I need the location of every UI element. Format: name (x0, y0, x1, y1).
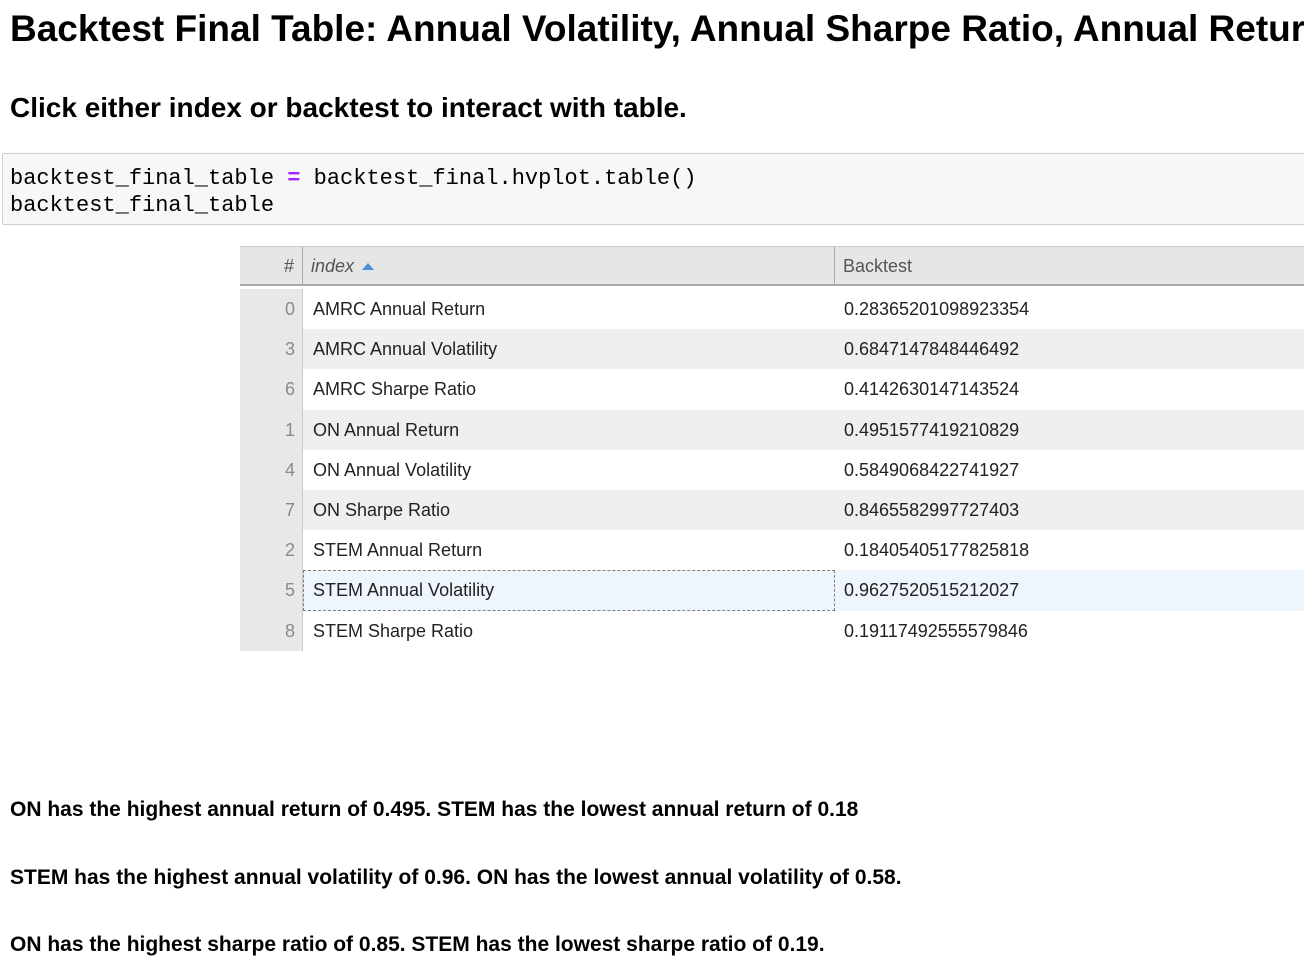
code-line-1: backtest_final_table = backtest_final.hv… (10, 166, 697, 191)
row-number-cell[interactable]: 8 (240, 610, 303, 651)
index-cell[interactable]: AMRC Annual Return (313, 299, 486, 319)
index-cell[interactable]: ON Sharpe Ratio (313, 499, 451, 520)
code-operator: = (287, 166, 301, 191)
summary-return: ON has the highest annual return of 0.49… (10, 798, 859, 821)
code-cell[interactable]: backtest_final_table = backtest_final.hv… (2, 153, 1304, 225)
index-cell[interactable]: AMRC Annual Volatility (313, 339, 498, 360)
row-number-cell[interactable]: 6 (240, 369, 303, 410)
index-cell[interactable]: ON Annual Return (313, 419, 460, 440)
instruction-subheading: Click either index or backtest to intera… (10, 92, 687, 123)
code-var: backtest_final_table (10, 166, 275, 191)
row-number-cell[interactable]: 7 (240, 489, 303, 531)
index-cell[interactable]: ON Annual Volatility (313, 459, 472, 480)
backtest-cell[interactable]: 0.4951577419210829 (844, 419, 1020, 440)
index-cell[interactable]: STEM Annual Volatility (303, 570, 835, 611)
column-header-index-label: index (311, 256, 355, 276)
row-number-cell[interactable]: 4 (240, 449, 303, 490)
index-cell[interactable]: AMRC Sharpe Ratio (313, 379, 477, 400)
table-row[interactable]: 8 STEM Sharpe Ratio 0.19117492555579846 (240, 610, 1304, 651)
table-row[interactable]: 1 ON Annual Return 0.4951577419210829 (240, 409, 1304, 450)
table-header: # index Backtest (240, 246, 1304, 286)
table-row[interactable]: 2 STEM Annual Return 0.18405405177825818 (240, 530, 1304, 571)
backtest-cell[interactable]: 0.6847147848446492 (844, 339, 1020, 360)
table-row[interactable]: 4 ON Annual Volatility 0.5849068422741927 (240, 449, 1304, 490)
index-cell[interactable]: STEM Annual Return (313, 540, 483, 561)
backtest-cell[interactable]: 0.19117492555579846 (844, 620, 1028, 641)
column-header-index[interactable]: index (303, 247, 835, 285)
summary-sharpe: ON has the highest sharpe ratio of 0.85.… (10, 933, 825, 956)
sort-ascending-icon (362, 263, 375, 270)
row-number-cell[interactable]: 1 (240, 409, 303, 450)
table-body: 0 AMRC Annual Return 0.28365201098923354 3 A… (240, 289, 1304, 651)
code-expression: backtest_final.hvplot.table() (313, 166, 697, 191)
backtest-cell[interactable]: 0.9627520515212027 (844, 580, 1020, 601)
table-row[interactable]: 6 AMRC Sharpe Ratio 0.4142630147143524 (240, 369, 1304, 410)
code-line-2: backtest_final_table (10, 193, 275, 218)
table-row[interactable]: 7 ON Sharpe Ratio 0.8465582997727403 (240, 489, 1304, 531)
table-row[interactable]: 3 AMRC Annual Volatility 0.684714784844649… (240, 329, 1304, 370)
row-number-cell[interactable]: 0 (240, 289, 303, 330)
summary-volatility: STEM has the highest annual volatility o… (10, 866, 902, 889)
table-row[interactable]: 0 AMRC Annual Return 0.28365201098923354 (240, 289, 1304, 330)
data-table: # index Backtest 0 AMRC Annual Return 0.28… (240, 246, 1304, 651)
backtest-cell[interactable]: 0.8465582997727403 (844, 499, 1020, 520)
backtest-cell[interactable]: 0.4142630147143524 (844, 379, 1020, 400)
row-number-cell[interactable]: 3 (240, 329, 303, 370)
backtest-cell[interactable]: 0.28365201098923354 (844, 299, 1030, 319)
backtest-cell[interactable]: 0.18405405177825818 (844, 540, 1030, 561)
column-header-row-number[interactable]: # (240, 247, 303, 285)
backtest-cell[interactable]: 0.5849068422741927 (844, 459, 1020, 480)
row-number-cell[interactable]: 5 (240, 570, 303, 611)
index-cell[interactable]: STEM Sharpe Ratio (313, 620, 474, 641)
table-row[interactable]: 5 STEM Annual Volatility 0.962752051521202… (240, 570, 1304, 611)
page-title: Backtest Final Table: Annual Volatility,… (10, 8, 1304, 49)
column-header-backtest[interactable]: Backtest (843, 256, 913, 276)
row-number-cell[interactable]: 2 (240, 530, 303, 571)
